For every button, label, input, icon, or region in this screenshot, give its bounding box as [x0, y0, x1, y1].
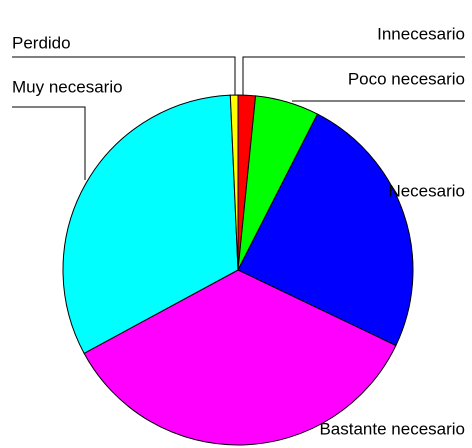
pie-slice	[62, 94, 239, 355]
leader-line	[242, 56, 465, 96]
slice-label: Poco necesario	[348, 69, 465, 88]
slice-label: Muy necesario	[12, 77, 123, 96]
pie-slice	[237, 113, 414, 347]
leader-lines	[12, 56, 465, 180]
pie-slice	[83, 269, 397, 446]
slice-label: Innecesario	[377, 24, 465, 43]
leader-line	[12, 56, 236, 96]
slice-label: Necesario	[388, 181, 465, 200]
slice-label: Bastante necesario	[319, 419, 465, 438]
slice-label: Perdido	[12, 33, 71, 52]
leader-line	[12, 106, 86, 180]
pie-slice	[229, 94, 239, 271]
